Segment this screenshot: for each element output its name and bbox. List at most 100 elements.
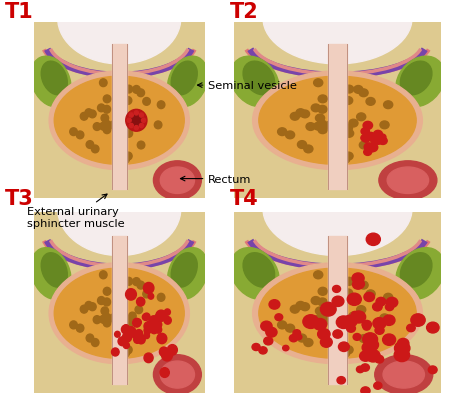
Circle shape: [135, 319, 141, 326]
Circle shape: [362, 136, 370, 143]
Circle shape: [329, 123, 338, 131]
Circle shape: [306, 124, 315, 131]
Circle shape: [353, 334, 361, 341]
Circle shape: [315, 115, 324, 123]
Ellipse shape: [259, 268, 416, 358]
Circle shape: [154, 122, 162, 129]
Circle shape: [122, 349, 130, 357]
Circle shape: [150, 326, 158, 334]
Circle shape: [318, 121, 327, 128]
Circle shape: [314, 80, 323, 88]
Circle shape: [354, 86, 363, 94]
Circle shape: [364, 149, 372, 156]
Circle shape: [70, 128, 77, 136]
Circle shape: [332, 277, 341, 285]
Circle shape: [361, 364, 369, 371]
Circle shape: [109, 122, 117, 130]
Ellipse shape: [167, 57, 208, 108]
Circle shape: [99, 315, 107, 324]
Circle shape: [89, 111, 96, 119]
Circle shape: [154, 314, 162, 322]
Circle shape: [144, 353, 153, 363]
Circle shape: [259, 347, 267, 354]
Circle shape: [329, 316, 338, 324]
Circle shape: [98, 105, 105, 112]
Circle shape: [278, 321, 287, 329]
Circle shape: [364, 144, 373, 151]
Circle shape: [135, 330, 143, 337]
Circle shape: [98, 297, 105, 305]
Circle shape: [135, 306, 143, 314]
Circle shape: [361, 128, 369, 135]
Circle shape: [338, 342, 349, 352]
Circle shape: [144, 322, 153, 331]
Circle shape: [91, 339, 99, 347]
Ellipse shape: [31, 248, 71, 300]
Circle shape: [134, 336, 141, 344]
Circle shape: [349, 312, 358, 320]
Circle shape: [125, 86, 133, 94]
Circle shape: [333, 286, 341, 293]
Circle shape: [379, 135, 386, 140]
Ellipse shape: [31, 57, 71, 108]
Circle shape: [359, 90, 368, 97]
Circle shape: [336, 123, 345, 131]
Circle shape: [332, 85, 341, 93]
Circle shape: [112, 348, 119, 356]
Circle shape: [314, 315, 323, 324]
Circle shape: [341, 156, 350, 164]
Circle shape: [103, 313, 110, 321]
Circle shape: [335, 339, 344, 347]
Circle shape: [142, 314, 148, 321]
Circle shape: [368, 144, 378, 152]
Circle shape: [267, 329, 274, 336]
Circle shape: [343, 315, 357, 327]
Ellipse shape: [230, 57, 279, 108]
Circle shape: [352, 311, 366, 323]
Ellipse shape: [375, 355, 433, 394]
Circle shape: [99, 80, 107, 88]
Circle shape: [115, 85, 122, 93]
Circle shape: [144, 283, 154, 294]
Circle shape: [366, 290, 375, 298]
Circle shape: [158, 294, 165, 301]
Circle shape: [364, 339, 378, 351]
Ellipse shape: [54, 77, 184, 165]
Circle shape: [85, 110, 93, 117]
Circle shape: [395, 342, 410, 355]
Ellipse shape: [396, 57, 445, 108]
Ellipse shape: [153, 162, 201, 200]
Circle shape: [360, 335, 369, 343]
Ellipse shape: [58, 162, 181, 256]
Circle shape: [118, 123, 125, 131]
Circle shape: [345, 278, 354, 285]
Circle shape: [341, 349, 350, 357]
Circle shape: [126, 110, 147, 132]
Bar: [112, 45, 127, 189]
Ellipse shape: [54, 268, 184, 358]
Circle shape: [301, 111, 310, 119]
Circle shape: [354, 278, 363, 286]
Circle shape: [313, 319, 327, 330]
Circle shape: [385, 303, 394, 311]
Circle shape: [103, 106, 111, 114]
Circle shape: [367, 133, 374, 139]
Ellipse shape: [387, 168, 428, 194]
Circle shape: [126, 289, 136, 300]
Circle shape: [160, 368, 169, 378]
Circle shape: [361, 135, 369, 142]
Circle shape: [124, 97, 132, 105]
Circle shape: [125, 278, 133, 285]
Circle shape: [118, 316, 125, 324]
Circle shape: [134, 112, 139, 116]
Circle shape: [356, 366, 364, 373]
Circle shape: [137, 335, 145, 344]
Circle shape: [366, 98, 375, 106]
Circle shape: [315, 307, 324, 315]
Circle shape: [325, 122, 334, 130]
Circle shape: [129, 312, 136, 320]
Circle shape: [125, 130, 133, 138]
Circle shape: [99, 271, 107, 279]
Text: External urinary
sphincter muscle: External urinary sphincter muscle: [27, 195, 125, 228]
Circle shape: [374, 382, 382, 389]
